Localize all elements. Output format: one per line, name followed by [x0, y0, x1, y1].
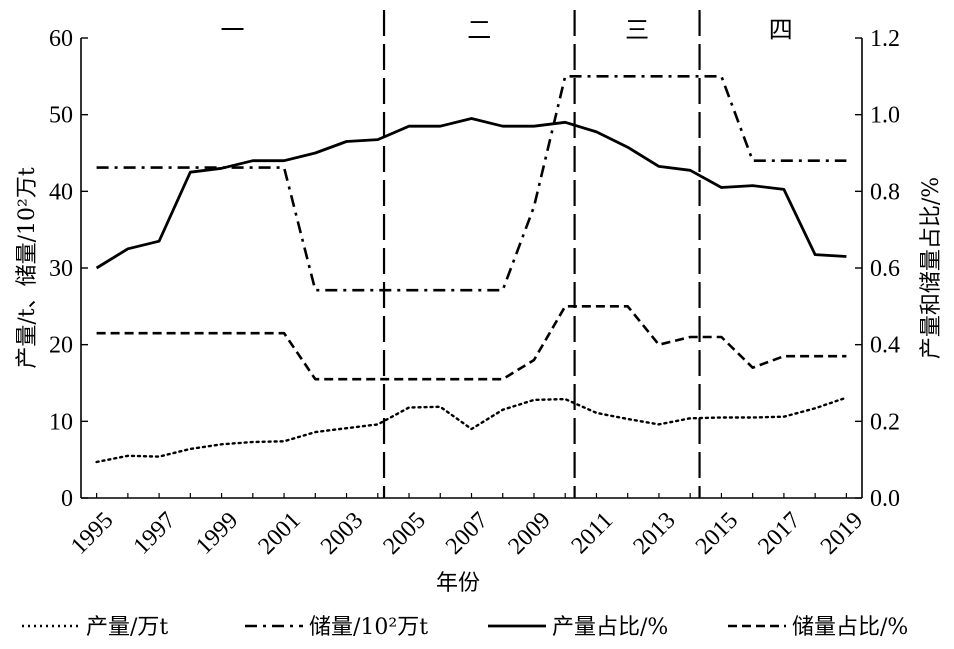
left-tick-label: 30	[49, 256, 73, 282]
x-tick-label: 2003	[316, 507, 368, 559]
x-tick-label: 2013	[628, 507, 680, 559]
x-tick-label: 1995	[66, 507, 118, 559]
period-label: 二	[467, 16, 491, 44]
left-tick-label: 20	[49, 333, 73, 359]
x-ticks: 1995 1997 1999 2001 2003 2005 2007 2009 2011 2013…	[66, 493, 868, 560]
x-tick-label: 2009	[503, 507, 555, 559]
x-tick-label: 1999	[191, 507, 243, 559]
x-tick-label: 2005	[379, 507, 431, 559]
x-tick-label: 2019	[816, 507, 868, 559]
right-tick-label: 1.2	[870, 26, 900, 52]
y-axis-right-title: 产量和储量占比/%	[919, 177, 944, 359]
left-tick-label: 50	[49, 103, 73, 129]
legend-label: 储量占比/%	[792, 615, 908, 640]
x-tick-label: 2015	[691, 507, 743, 559]
right-tick-label: 0.0	[870, 486, 900, 512]
x-tick-label: 2001	[254, 507, 306, 559]
series-line	[96, 75, 847, 292]
series-line	[96, 304, 847, 381]
period-label: 三	[625, 16, 649, 44]
legend: 产量/万t 储量/10²万t 产量占比/% 储量占比/%	[22, 615, 908, 640]
left-tick-label: 40	[49, 179, 73, 205]
x-tick-label: 2011	[567, 507, 619, 559]
right-tick-label: 0.8	[870, 179, 900, 205]
right-tick-label: 0.2	[870, 409, 900, 435]
right-tick-label: 0.6	[870, 256, 900, 282]
left-tick-label: 10	[49, 409, 73, 435]
right-tick-label: 0.4	[870, 333, 900, 359]
right-tick-label: 1.0	[870, 103, 900, 129]
period-labels: 一二三四	[221, 16, 793, 44]
x-axis-title: 年份	[436, 571, 480, 596]
series-line	[95, 117, 847, 270]
x-tick-label: 1997	[129, 507, 181, 559]
period-label: 四	[769, 16, 793, 44]
x-tick-label: 2007	[441, 507, 493, 559]
series-lines	[95, 75, 848, 464]
left-tick-label: 60	[49, 26, 73, 52]
legend-label: 储量/10²万t	[309, 615, 428, 640]
left-ticks: 0 10 20 30 40 50 60	[49, 26, 88, 512]
x-tick-label: 2017	[753, 507, 805, 559]
period-label: 一	[221, 16, 245, 44]
period-dividers	[382, 10, 701, 498]
series-line	[95, 396, 848, 464]
y-axis-left-title: 产量/t、储量/10²万t	[15, 167, 40, 368]
right-ticks: 0.0 0.2 0.4 0.6 0.8 1.0 1.2	[855, 26, 900, 512]
legend-label: 产量/万t	[86, 615, 168, 640]
legend-label: 产量占比/%	[552, 615, 668, 640]
left-tick-label: 0	[61, 486, 73, 512]
